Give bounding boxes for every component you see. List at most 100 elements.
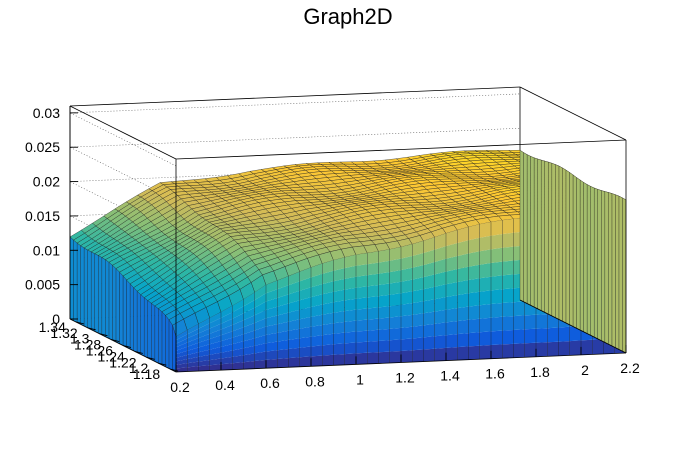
side-wall-cell — [604, 191, 609, 345]
side-wall-cell — [288, 290, 300, 304]
side-wall-cell — [299, 277, 311, 291]
side-wall-cell — [133, 287, 138, 353]
side-wall-cell — [266, 315, 278, 327]
side-wall-cell — [221, 331, 233, 342]
side-wall-cell — [187, 352, 199, 360]
side-wall-cell — [333, 257, 345, 271]
side-wall-cell — [562, 167, 567, 324]
side-wall-cell — [446, 282, 458, 297]
x-tick-label: 2 — [581, 362, 589, 378]
side-wall-cell — [161, 311, 166, 367]
side-wall-cell — [457, 253, 469, 270]
side-wall-cell — [299, 356, 311, 367]
side-wall-cell — [243, 345, 255, 356]
side-wall-cell — [198, 360, 210, 367]
side-wall-cell — [502, 232, 514, 248]
side-wall-cell — [165, 314, 170, 369]
side-wall-cell — [457, 240, 469, 257]
side-wall-cell — [198, 323, 210, 334]
side-wall-cell — [367, 307, 379, 320]
side-wall-cell — [565, 169, 570, 325]
side-wall-cell — [468, 237, 480, 254]
side-wall-cell — [232, 355, 244, 364]
y-tick-label: 1.3 — [70, 331, 90, 347]
y-tick-label: 1.34 — [39, 319, 66, 335]
side-wall-cell — [311, 284, 323, 298]
side-wall-cell — [322, 302, 334, 315]
side-wall-cell — [80, 245, 85, 327]
side-wall-cell — [221, 325, 233, 336]
side-wall-cell — [288, 338, 300, 349]
z-tick-label: 0.01 — [33, 242, 60, 258]
side-wall-cell — [423, 299, 435, 314]
side-wall-cell — [176, 338, 188, 348]
side-wall-cell — [101, 257, 106, 337]
side-wall-cell — [513, 343, 525, 358]
x-axis: 0.2 0.4 0.6 0.8 1 1.2 1.4 1.6 1.8 2 2.2 — [170, 345, 640, 395]
side-wall-cell — [479, 276, 491, 292]
side-wall-cell — [468, 345, 480, 360]
side-wall-cell — [221, 350, 233, 359]
side-wall-cell — [479, 304, 491, 319]
side-wall-cell — [277, 285, 289, 298]
side-wall-cell — [266, 306, 278, 319]
side-wall-cell — [243, 307, 255, 321]
side-wall-cell — [333, 278, 345, 292]
surface-mesh — [69, 149, 627, 373]
grid-line — [68, 93, 521, 167]
side-wall-cell — [389, 327, 401, 341]
x-tick-label: 1 — [356, 371, 364, 387]
side-wall-cell — [277, 339, 289, 351]
side-wall-cell — [536, 328, 548, 343]
side-wall-cell — [583, 182, 588, 334]
side-wall-cell — [277, 303, 289, 316]
side-wall-cell — [187, 342, 199, 351]
side-wall-cell — [266, 298, 278, 310]
side-wall-cell — [502, 218, 514, 235]
side-wall-cell — [198, 344, 210, 353]
side-wall-cell — [491, 344, 503, 359]
side-wall-cell — [344, 254, 356, 269]
side-wall-cell — [126, 279, 131, 350]
side-wall-cell — [333, 343, 345, 355]
side-wall-cell — [389, 339, 401, 352]
side-wall-cell — [412, 301, 424, 315]
side-wall-cell — [187, 366, 199, 372]
side-wall-cell — [254, 318, 266, 331]
side-wall-cell — [344, 353, 356, 365]
side-wall-cell — [389, 247, 401, 261]
side-wall-cell — [311, 335, 323, 347]
side-wall-cell — [232, 320, 244, 332]
side-wall-cell — [502, 343, 514, 359]
side-wall-cell — [129, 283, 134, 352]
side-wall-cell — [356, 286, 368, 299]
side-wall-cell — [322, 260, 334, 274]
side-wall-cell — [311, 273, 323, 288]
side-wall-cell — [333, 321, 345, 334]
side-wall-cell — [378, 249, 390, 263]
side-wall-cell — [412, 240, 424, 256]
side-wall-cell — [502, 274, 514, 290]
side-wall-cell — [266, 350, 278, 360]
side-wall-cell — [168, 319, 173, 371]
side-wall-cell — [536, 314, 548, 329]
side-wall-cell — [154, 305, 159, 364]
side-wall-cell — [572, 174, 577, 329]
z-tick-label: 0.02 — [33, 174, 60, 190]
side-wall-cell — [491, 220, 503, 236]
side-wall-cell — [299, 307, 311, 320]
side-wall-cell — [457, 319, 469, 335]
side-wall-cell — [479, 249, 491, 265]
side-wall-cell — [434, 297, 446, 312]
y-tick — [122, 345, 132, 348]
side-wall-cell — [288, 328, 300, 340]
side-wall-cell — [401, 338, 413, 351]
side-wall-cell — [524, 342, 536, 358]
side-wall-cell — [536, 342, 548, 357]
side-wall-cell — [533, 157, 538, 310]
y-tick — [111, 339, 120, 343]
side-wall-cell — [412, 349, 424, 362]
side-wall-cell — [446, 269, 458, 285]
side-wall-cell — [423, 286, 435, 302]
side-wall-cell — [502, 260, 514, 276]
